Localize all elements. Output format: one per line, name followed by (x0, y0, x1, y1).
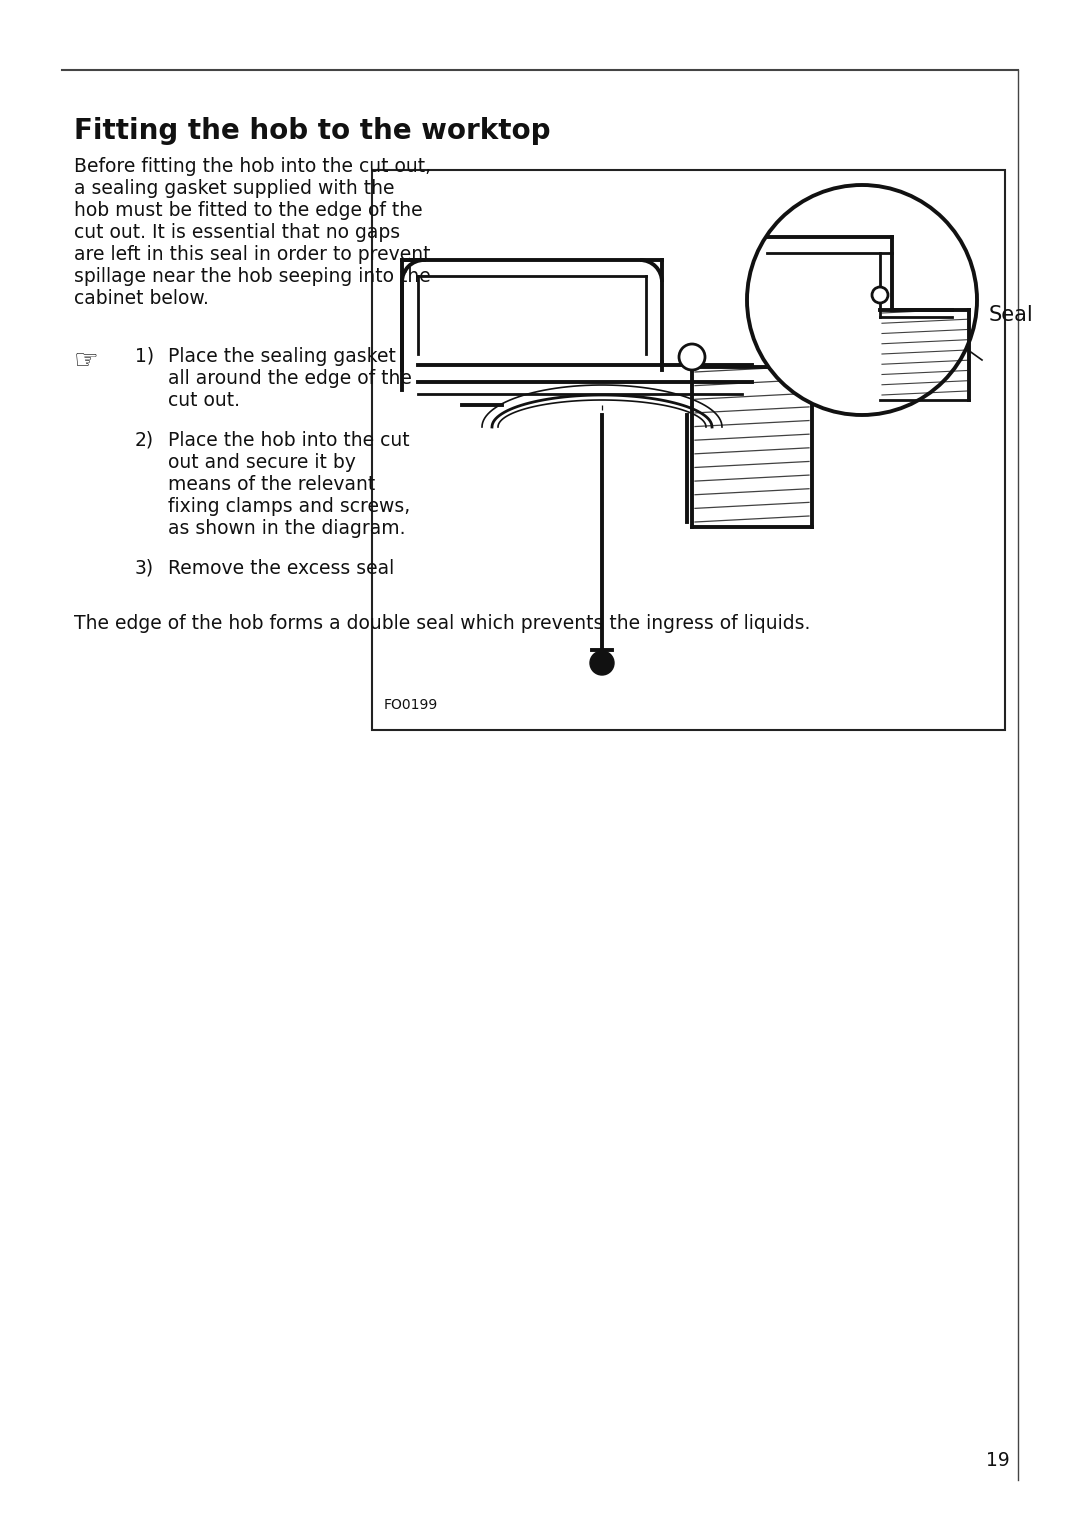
Circle shape (590, 651, 615, 676)
Text: are left in this seal in order to prevent: are left in this seal in order to preven… (75, 245, 431, 264)
Text: The edge of the hob forms a double seal which prevents the ingress of liquids.: The edge of the hob forms a double seal … (75, 614, 810, 633)
Text: as shown in the diagram.: as shown in the diagram. (168, 519, 405, 538)
Text: out and secure it by: out and secure it by (168, 453, 356, 472)
Text: 3): 3) (135, 559, 154, 578)
Text: Remove the excess seal: Remove the excess seal (168, 559, 394, 578)
Text: spillage near the hob seeping into the: spillage near the hob seeping into the (75, 267, 431, 286)
Circle shape (747, 185, 977, 415)
Text: a sealing gasket supplied with the: a sealing gasket supplied with the (75, 179, 394, 198)
Text: hob must be fitted to the edge of the: hob must be fitted to the edge of the (75, 201, 422, 221)
Text: all around the edge of the: all around the edge of the (168, 369, 411, 388)
Circle shape (872, 286, 888, 303)
Text: Seal: Seal (989, 305, 1034, 325)
Text: means of the relevant: means of the relevant (168, 475, 375, 493)
Circle shape (679, 345, 705, 371)
Bar (372, 170, 1005, 731)
Text: cut out.: cut out. (168, 391, 240, 411)
Text: Fitting the hob to the worktop: Fitting the hob to the worktop (75, 116, 551, 146)
Text: cabinet below.: cabinet below. (75, 290, 208, 308)
Text: Place the hob into the cut: Place the hob into the cut (168, 430, 409, 450)
Text: cut out. It is essential that no gaps: cut out. It is essential that no gaps (75, 224, 400, 242)
Text: Before fitting the hob into the cut out,: Before fitting the hob into the cut out, (75, 156, 431, 176)
Text: 1): 1) (135, 348, 154, 366)
Text: 19: 19 (986, 1451, 1010, 1471)
Text: Place the sealing gasket: Place the sealing gasket (168, 348, 396, 366)
Text: fixing clamps and screws,: fixing clamps and screws, (168, 496, 410, 516)
Text: ☞: ☞ (75, 348, 99, 375)
Text: 2): 2) (135, 430, 154, 450)
Text: FO0199: FO0199 (384, 699, 438, 712)
